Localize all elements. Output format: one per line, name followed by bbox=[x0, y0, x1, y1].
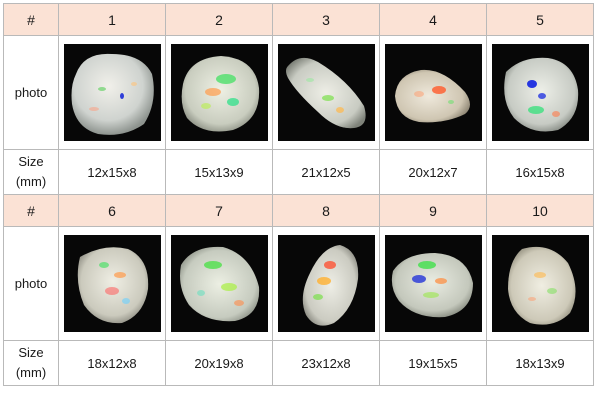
opal-photo bbox=[277, 235, 375, 332]
photo-label: photo bbox=[3, 226, 59, 341]
stone-size: 12x15x8 bbox=[58, 149, 166, 195]
header-label: # bbox=[3, 3, 59, 36]
opal-photo bbox=[170, 235, 268, 332]
stone-number: 8 bbox=[272, 194, 380, 227]
size-label: Size (mm) bbox=[3, 149, 59, 195]
stone-size: 23x12x8 bbox=[272, 340, 380, 386]
stone-number: 4 bbox=[379, 3, 487, 36]
stone-size: 15x13x9 bbox=[165, 149, 273, 195]
stone-size: 18x12x8 bbox=[58, 340, 166, 386]
stone-number: 5 bbox=[486, 3, 594, 36]
size-label: Size (mm) bbox=[3, 340, 59, 386]
opal-catalog-table: # 1 2 3 4 5 photo bbox=[3, 3, 594, 386]
opal-photo bbox=[277, 44, 375, 141]
photo-row: photo bbox=[3, 35, 594, 150]
header-row: # 6 7 8 9 10 bbox=[3, 194, 594, 227]
stone-number: 7 bbox=[165, 194, 273, 227]
photo-row: photo bbox=[3, 226, 594, 341]
size-row: Size (mm) 12x15x8 15x13x9 21x12x5 20x12x7… bbox=[3, 149, 594, 195]
stone-size: 18x13x9 bbox=[486, 340, 594, 386]
stone-number: 10 bbox=[486, 194, 594, 227]
opal-photo bbox=[63, 44, 161, 141]
opal-photo bbox=[491, 44, 589, 141]
stone-size: 21x12x5 bbox=[272, 149, 380, 195]
stone-size: 20x12x7 bbox=[379, 149, 487, 195]
header-label: # bbox=[3, 194, 59, 227]
stone-number: 6 bbox=[58, 194, 166, 227]
photo-label: photo bbox=[3, 35, 59, 150]
opal-photo bbox=[63, 235, 161, 332]
opal-photo bbox=[170, 44, 268, 141]
opal-photo bbox=[384, 44, 482, 141]
stone-number: 9 bbox=[379, 194, 487, 227]
opal-photo bbox=[491, 235, 589, 332]
stone-size: 19x15x5 bbox=[379, 340, 487, 386]
stone-number: 1 bbox=[58, 3, 166, 36]
stone-size: 16x15x8 bbox=[486, 149, 594, 195]
opal-photo bbox=[384, 235, 482, 332]
header-row: # 1 2 3 4 5 bbox=[3, 3, 594, 36]
stone-number: 2 bbox=[165, 3, 273, 36]
stone-size: 20x19x8 bbox=[165, 340, 273, 386]
stone-number: 3 bbox=[272, 3, 380, 36]
size-row: Size (mm) 18x12x8 20x19x8 23x12x8 19x15x5… bbox=[3, 340, 594, 386]
